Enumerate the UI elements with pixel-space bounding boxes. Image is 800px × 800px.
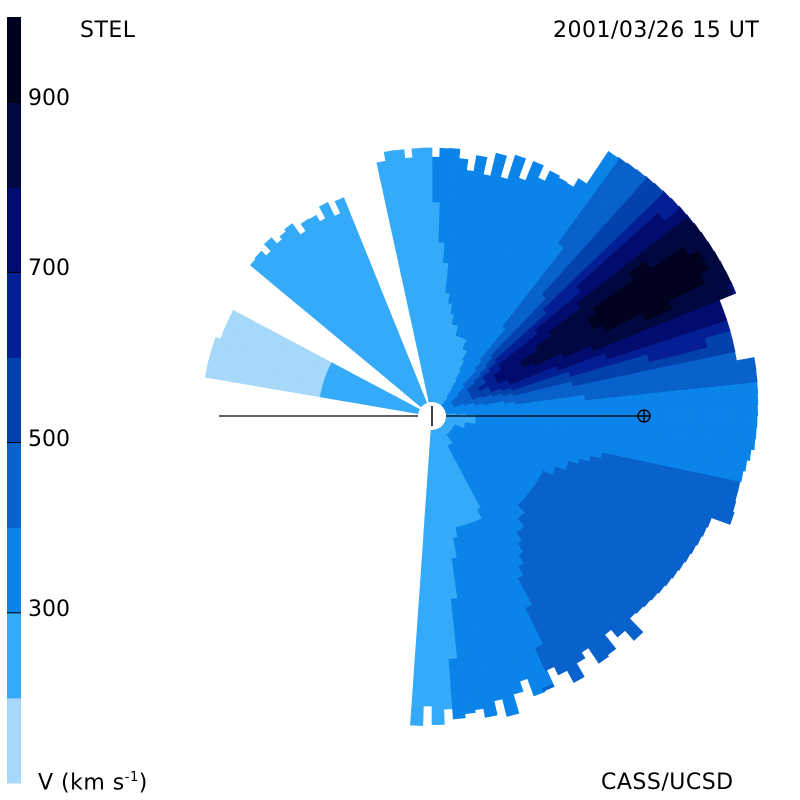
velocity-cell [716, 260, 727, 275]
velocity-cell [569, 669, 585, 684]
velocity-cell [532, 687, 546, 697]
velocity-cell [722, 270, 732, 285]
velocity-cell [692, 222, 703, 236]
colorbar-segment [7, 527, 21, 614]
colorbar-segment [7, 442, 21, 529]
velocity-cell [462, 706, 476, 715]
velocity-cell [605, 150, 620, 163]
velocity-cell [410, 708, 424, 721]
colorbar-tick-label: 900 [28, 86, 70, 112]
velocity-cell [511, 154, 527, 169]
velocity-cell [575, 178, 589, 190]
velocity-cell [210, 369, 224, 381]
velocity-cell [505, 707, 520, 717]
velocity-cell [595, 652, 610, 664]
colorbar-segment [7, 612, 21, 699]
map-overlay [219, 402, 651, 430]
velocity-cell [398, 263, 408, 276]
velocity-cell [300, 218, 314, 232]
velocity-cell [699, 231, 709, 245]
velocity-cell [411, 147, 424, 154]
velocity-cell [541, 683, 555, 692]
colorbar-segment [7, 697, 21, 784]
colorbar-segment [7, 272, 21, 358]
colorbar-segment [7, 17, 21, 103]
colorbar-tick-label: 500 [28, 426, 70, 452]
velocity-cell [685, 214, 696, 227]
velocity-cell [284, 223, 295, 233]
colorbar-segment [7, 357, 21, 444]
velocity-cell [494, 152, 507, 163]
colorbar-tick-label: 700 [28, 256, 70, 282]
velocity-cell [220, 371, 233, 382]
timestamp-label: 2001/03/26 15 UT [553, 18, 760, 43]
velocity-cell [750, 357, 757, 372]
velocity-cell [439, 147, 452, 153]
velocity-cell [711, 250, 722, 265]
velocity-cell [452, 707, 466, 720]
velocity-cell [263, 237, 276, 249]
credit-label: CASS/UCSD [601, 770, 734, 795]
velocity-cell [390, 224, 401, 237]
velocity-cell [204, 367, 214, 379]
colorbar-axis-label: V (km s-1) [38, 770, 148, 796]
velocity-cell [546, 170, 561, 184]
colorbar [7, 17, 21, 784]
velocity-cell [383, 150, 396, 157]
velocity-cell [249, 257, 259, 267]
velocity-cell [318, 201, 330, 211]
colorbar-segment [7, 187, 21, 273]
velocity-cell [573, 655, 586, 665]
velocity-cell [240, 375, 253, 386]
velocity-cell [484, 712, 498, 718]
velocity-cell [254, 250, 265, 261]
velocity-cell [705, 241, 716, 255]
velocity-cell [376, 160, 389, 169]
velocity-map [204, 147, 759, 727]
velocity-cell [394, 244, 404, 257]
velocity-cell [230, 373, 243, 384]
velocity-cell [678, 205, 688, 217]
velocity-cell [431, 719, 445, 726]
velocity-cell [392, 234, 403, 247]
velocity-cell [448, 147, 461, 154]
colorbar-segment [7, 102, 21, 188]
velocity-cell [604, 646, 617, 657]
velocity-cell [279, 230, 289, 238]
velocity-cell [386, 204, 397, 218]
velocity-cell [730, 500, 737, 514]
chart-title: STEL [80, 18, 136, 43]
colorbar-tick-label: 300 [28, 596, 70, 622]
velocity-cell [383, 195, 396, 208]
velocity-cell [410, 718, 424, 727]
velocity-cell [334, 197, 345, 204]
velocity-cell [509, 685, 524, 696]
velocity-cell [726, 511, 735, 525]
velocity-cell [476, 155, 488, 159]
velocity-cell [388, 214, 399, 227]
velocity-cell [628, 625, 644, 641]
velocity-cell [396, 254, 406, 266]
velocity-cell [614, 156, 629, 170]
velocity-cell [533, 161, 544, 166]
velocity-cell [431, 709, 445, 721]
